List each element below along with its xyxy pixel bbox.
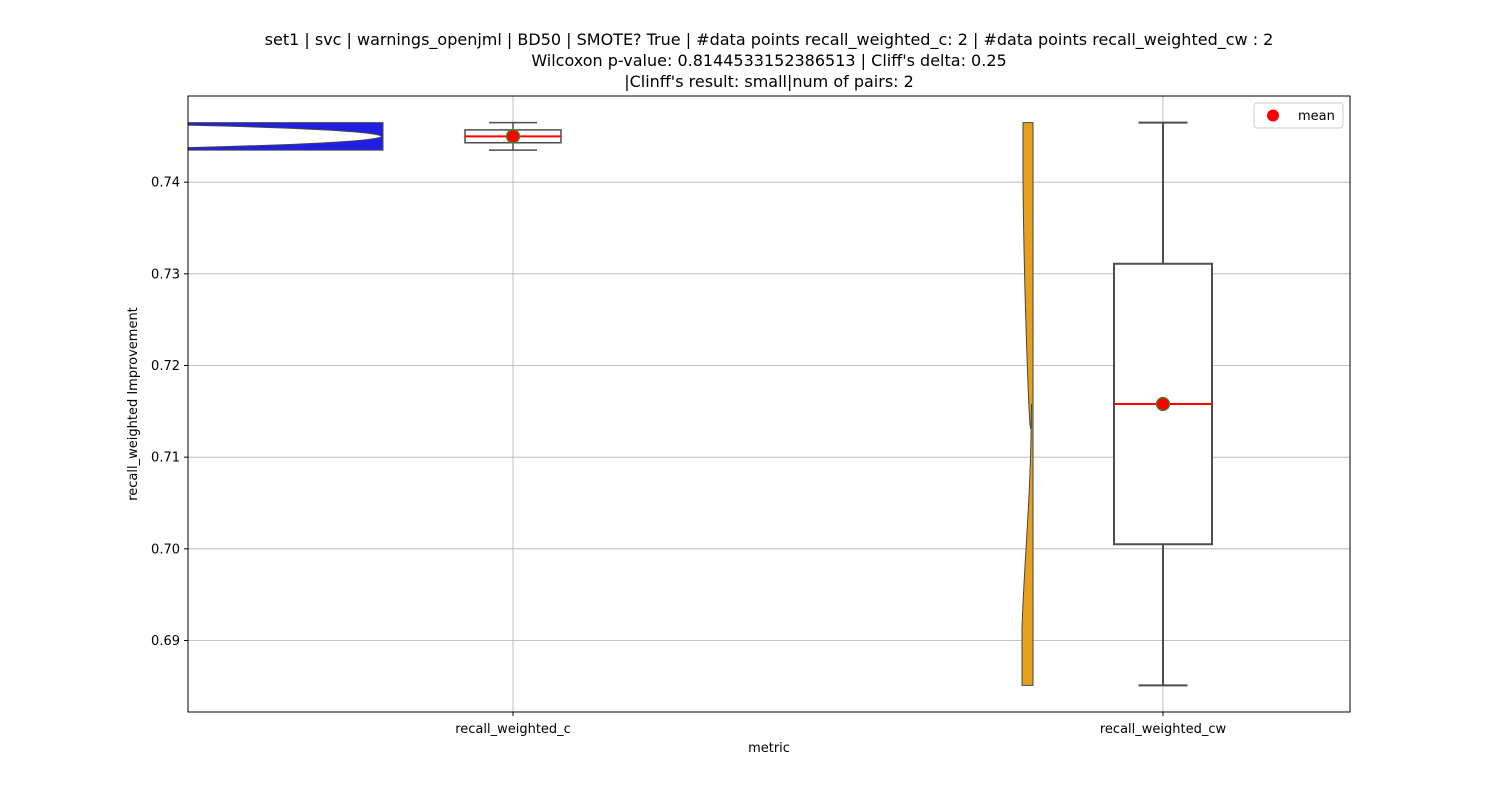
x-axis-label: metric bbox=[748, 741, 790, 756]
legend-mean-marker bbox=[1267, 109, 1279, 122]
legend-mean-label: mean bbox=[1298, 109, 1335, 124]
y-tick-label: 0.71 bbox=[151, 451, 180, 466]
y-tick-label: 0.74 bbox=[151, 176, 180, 191]
mean-marker bbox=[1155, 396, 1171, 412]
x-tick-label: recall_weighted_c bbox=[455, 722, 571, 737]
y-tick-label: 0.72 bbox=[151, 359, 180, 374]
chart-title-line-3: |Clinff's result: small|num of pairs: 2 bbox=[624, 72, 914, 91]
x-tick-label: recall_weighted_cw bbox=[1100, 722, 1227, 737]
chart-title-line-1: set1 | svc | warnings_openjml | BD50 | S… bbox=[264, 30, 1274, 49]
y-tick-label: 0.70 bbox=[151, 542, 180, 557]
plot-frame bbox=[187, 95, 1351, 713]
mean-marker bbox=[505, 129, 521, 144]
axis-layer: 0.69 0.70 0.71 0.72 0.73 0.74 recall_weighted_… bbox=[151, 176, 1226, 737]
box-layer bbox=[464, 121, 1213, 687]
y-axis-label: recall_weighted Improvement bbox=[126, 307, 141, 501]
y-tick-label: 0.69 bbox=[151, 634, 180, 649]
legend: mean bbox=[1253, 102, 1344, 129]
violin-layer bbox=[187, 122, 1034, 686]
legend-frame bbox=[1253, 102, 1344, 129]
y-tick-label: 0.73 bbox=[151, 267, 180, 282]
violin-recall-weighted-c bbox=[187, 122, 384, 151]
violin-recall-weighted-cw bbox=[1021, 122, 1034, 686]
chart-title-line-2: Wilcoxon p-value: 0.8144533152386513 | C… bbox=[531, 51, 1007, 70]
